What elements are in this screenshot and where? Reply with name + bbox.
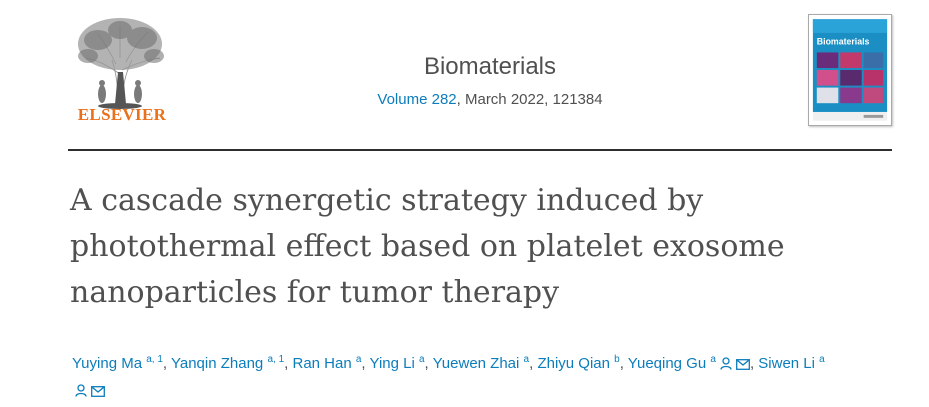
elsevier-tree-logo[interactable] [68, 14, 176, 129]
author-affiliation-marker: a [418, 354, 425, 365]
article-title-line: photothermal effect based on platelet ex… [70, 229, 785, 264]
article-title-line: nanoparticles for tumor therapy [70, 275, 560, 310]
author-link[interactable]: Yueqing Gu a [627, 354, 750, 372]
author-link[interactable]: Yuying Ma a, 1 [72, 354, 163, 372]
journal-title[interactable]: Biomaterials [423, 53, 557, 80]
author-affiliation-marker: a [355, 354, 362, 365]
author-link[interactable]: Siwen Li a [72, 354, 825, 399]
author-name: Yanqin Zhang [170, 355, 264, 372]
issue-date-and-article-number: , March 2022, 121384 [456, 91, 603, 108]
author-name: Yuying Ma [72, 355, 143, 372]
author-name: Zhiyu Qian [537, 355, 610, 372]
envelope-icon [735, 359, 750, 370]
author-affiliation-marker: a [523, 354, 530, 365]
person-icon [720, 357, 732, 370]
author-name: Ran Han [292, 355, 352, 372]
author-name: Ying Li [369, 355, 415, 372]
article-title: A cascade synergetic strategy induced by… [70, 178, 890, 316]
author-list: Yuying Ma a, 1, Yanqin Zhang a, 1, Ran H… [72, 346, 892, 404]
author-affiliation-marker: a [819, 354, 825, 365]
article-title-line: A cascade synergetic strategy induced by [70, 183, 704, 218]
author-link[interactable]: Zhiyu Qian b [537, 354, 620, 372]
journal-cover-thumbnail[interactable]: Biomaterials [808, 14, 892, 126]
author-link[interactable]: Ying Li a [369, 354, 425, 372]
journal-issue-info: Volume 282, March 2022, 121384 [280, 91, 700, 108]
author-name: Siwen Li [758, 355, 815, 372]
author-link[interactable]: Yanqin Zhang a, 1 [170, 354, 285, 372]
author-link[interactable]: Ran Han a [292, 354, 362, 372]
publisher-name: ELSEVIER [77, 105, 167, 124]
author-link[interactable]: Yuewen Zhai a [432, 354, 530, 372]
header-divider [68, 149, 892, 151]
author-name: Yuewen Zhai [432, 355, 520, 372]
author-name: Yueqing Gu [627, 355, 707, 372]
author-affiliation-marker: b [614, 354, 620, 365]
envelope-icon [91, 386, 105, 397]
author-affiliation-marker: a, 1 [146, 354, 163, 365]
author-affiliation-marker: a [710, 354, 716, 365]
volume-link[interactable]: Volume 282 [377, 91, 457, 108]
cover-journal-title: Biomaterials [817, 37, 870, 47]
author-affiliation-marker: a, 1 [267, 354, 285, 365]
person-icon [75, 384, 87, 397]
